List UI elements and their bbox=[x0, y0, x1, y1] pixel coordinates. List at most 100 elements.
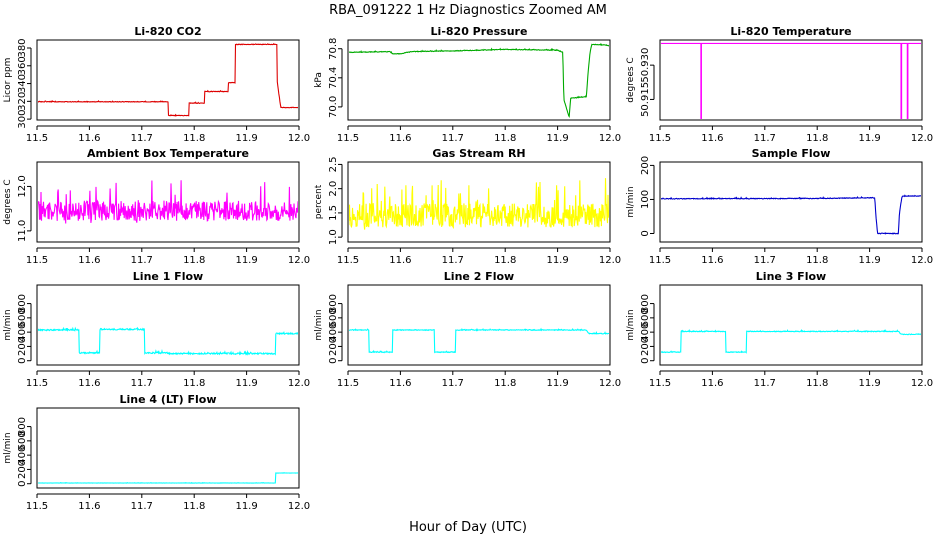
y-tick-label: 2.0 bbox=[328, 181, 339, 197]
y-tick-label: 600 bbox=[17, 308, 28, 327]
y-tick-label: 50.930 bbox=[640, 48, 651, 83]
x-tick-label: 12.0 bbox=[288, 501, 310, 512]
y-tick-label: 380 bbox=[17, 38, 28, 57]
x-tick-label: 11.9 bbox=[235, 501, 257, 512]
x-tick-label: 11.5 bbox=[337, 378, 359, 389]
y-tick-label: 11.0 bbox=[17, 220, 28, 242]
chart-panel: Line 1 Flow 11.5 11.6 11.7 11.8 11.9 12.0 0 2004… bbox=[3, 270, 310, 389]
y-tick-label: 0 bbox=[640, 230, 651, 236]
x-tick-label: 11.9 bbox=[858, 255, 880, 266]
y-axis-label: ml/min bbox=[3, 309, 13, 340]
y-tick-label: 320 bbox=[17, 92, 28, 111]
y-tick-label: 70.0 bbox=[328, 96, 339, 118]
x-tick-label: 12.0 bbox=[911, 378, 933, 389]
x-tick-label: 11.8 bbox=[806, 255, 828, 266]
y-tick-label: 200 bbox=[640, 156, 651, 175]
chart-panel: Line 4 (LT) Flow 11.5 11.6 11.7 11.8 11.9 12.0… bbox=[3, 393, 310, 512]
plot-frame bbox=[36, 39, 300, 121]
y-axis-label: degrees C bbox=[3, 179, 13, 224]
panel-title: Ambient Box Temperature bbox=[87, 147, 249, 160]
y-tick-label: 1.5 bbox=[328, 205, 339, 221]
y-tick-label: 600 bbox=[640, 308, 651, 327]
plot-frame bbox=[347, 161, 611, 243]
x-tick-label: 11.7 bbox=[131, 255, 153, 266]
chart-panel: Line 3 Flow 11.5 11.6 11.7 11.8 11.9 12.0 0 2004… bbox=[626, 270, 933, 389]
plot-frame bbox=[659, 39, 923, 121]
series-line bbox=[38, 326, 298, 356]
x-tick-label: 11.6 bbox=[389, 133, 411, 144]
y-tick-label: 200 bbox=[17, 337, 28, 356]
x-tick-label: 12.0 bbox=[288, 255, 310, 266]
y-tick-label: 400 bbox=[328, 323, 339, 342]
y-tick-label: 70.8 bbox=[328, 38, 339, 60]
y-axis-label: degrees C bbox=[626, 57, 636, 102]
x-tick-label: 11.7 bbox=[754, 255, 776, 266]
y-tick-label: 300 bbox=[17, 110, 28, 129]
figure-xlabel: Hour of Day (UTC) bbox=[409, 520, 527, 535]
y-tick-label: 800 bbox=[328, 294, 339, 313]
series-line bbox=[661, 194, 921, 235]
chart-panel: Gas Stream RH 11.5 11.6 11.7 11.8 11.9 12.0 1.0… bbox=[314, 147, 621, 266]
y-tick-label: 800 bbox=[640, 294, 651, 313]
series-line bbox=[38, 472, 298, 484]
x-tick-label: 11.8 bbox=[183, 378, 205, 389]
y-axis-label: ml/min bbox=[3, 432, 13, 463]
y-tick-label: 400 bbox=[640, 323, 651, 342]
y-tick-label: 100 bbox=[640, 190, 651, 209]
x-tick-label: 12.0 bbox=[599, 378, 621, 389]
y-tick-label: 600 bbox=[328, 308, 339, 327]
x-tick-label: 12.0 bbox=[288, 133, 310, 144]
x-tick-label: 12.0 bbox=[911, 255, 933, 266]
panel-title: Line 4 (LT) Flow bbox=[120, 393, 217, 406]
panel-title: Li-820 Temperature bbox=[730, 25, 851, 38]
x-tick-label: 11.7 bbox=[442, 378, 464, 389]
chart-panel: Line 2 Flow 11.5 11.6 11.7 11.8 11.9 12.0 0 2004… bbox=[314, 270, 621, 389]
chart-panel: Li-820 Pressure 11.5 11.6 11.7 11.8 11.9 12.0 7… bbox=[314, 25, 621, 144]
x-tick-label: 11.9 bbox=[235, 255, 257, 266]
plot-frame bbox=[36, 407, 300, 489]
y-tick-label: 0 bbox=[328, 358, 339, 364]
x-tick-label: 11.6 bbox=[701, 255, 723, 266]
y-tick-label: 200 bbox=[17, 460, 28, 479]
x-tick-label: 11.5 bbox=[337, 255, 359, 266]
y-tick-label: 1.0 bbox=[328, 229, 339, 245]
panel-title: Li-820 CO2 bbox=[134, 25, 201, 38]
series-line bbox=[661, 329, 921, 354]
x-tick-label: 11.8 bbox=[806, 133, 828, 144]
panel-grid: Li-820 CO2 11.5 11.6 11.7 11.8 11.9 12.0 300320… bbox=[3, 25, 933, 512]
chart-panel: Sample Flow 11.5 11.6 11.7 11.8 11.9 12.0 0 100 2… bbox=[626, 147, 933, 266]
series-line bbox=[38, 180, 298, 224]
x-tick-label: 11.6 bbox=[78, 501, 100, 512]
x-tick-label: 11.7 bbox=[754, 133, 776, 144]
x-tick-label: 11.9 bbox=[546, 255, 568, 266]
x-tick-label: 11.8 bbox=[494, 378, 516, 389]
x-tick-label: 11.9 bbox=[858, 378, 880, 389]
x-tick-label: 11.7 bbox=[131, 378, 153, 389]
x-tick-label: 12.0 bbox=[911, 133, 933, 144]
panel-title: Gas Stream RH bbox=[432, 147, 525, 160]
y-tick-label: 200 bbox=[640, 337, 651, 356]
x-tick-label: 11.7 bbox=[754, 378, 776, 389]
x-tick-label: 11.8 bbox=[183, 501, 205, 512]
panel-title: Sample Flow bbox=[752, 147, 831, 160]
y-axis-label: ml/min bbox=[314, 309, 324, 340]
x-tick-label: 11.9 bbox=[546, 133, 568, 144]
x-tick-label: 11.7 bbox=[131, 133, 153, 144]
figure-title: RBA_091222 1 Hz Diagnostics Zoomed AM bbox=[329, 3, 607, 18]
x-tick-label: 11.8 bbox=[183, 255, 205, 266]
chart-panel: Li-820 Temperature 11.5 11.6 11.7 11.8 11.9 12… bbox=[626, 25, 933, 144]
y-tick-label: 400 bbox=[17, 446, 28, 465]
x-tick-label: 12.0 bbox=[599, 255, 621, 266]
x-tick-label: 11.5 bbox=[26, 133, 48, 144]
plot-frame bbox=[659, 161, 923, 243]
plot-frame bbox=[347, 39, 611, 121]
y-tick-label: 0 bbox=[17, 358, 28, 364]
y-tick-label: 70.4 bbox=[328, 67, 339, 89]
plot-frame bbox=[659, 284, 923, 366]
y-axis-label: kPa bbox=[314, 72, 324, 88]
y-axis-label: Licor ppm bbox=[3, 58, 13, 103]
y-tick-label: 200 bbox=[328, 337, 339, 356]
x-tick-label: 11.6 bbox=[78, 378, 100, 389]
y-tick-label: 800 bbox=[17, 294, 28, 313]
x-tick-label: 11.5 bbox=[26, 378, 48, 389]
